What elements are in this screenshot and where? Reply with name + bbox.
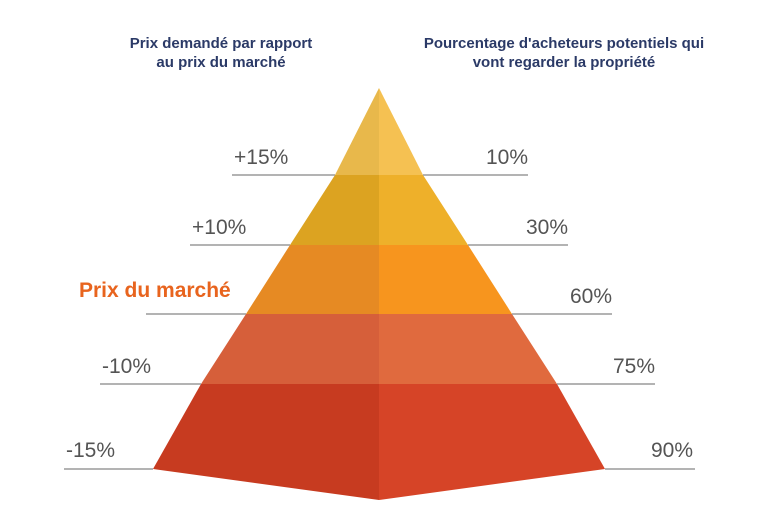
buyers-label-tier-3: 60% <box>570 285 612 308</box>
pyramid-tier-2-left <box>290 175 379 245</box>
right-column-header: Pourcentage d'acheteurs potentiels qui v… <box>423 35 705 71</box>
pyramid-tier-5-left <box>153 384 379 500</box>
buyers-label-tier-5: 90% <box>651 439 693 462</box>
price-label-tier-4: -10% <box>102 355 151 378</box>
pyramid-tier-2-right <box>379 175 468 245</box>
pyramid-tier-4-right <box>379 314 557 384</box>
pyramid-tier-3-right <box>379 245 512 314</box>
price-label-tier-2: +10% <box>192 216 246 239</box>
pyramid-tier-3-left <box>246 245 379 314</box>
price-label-tier-1: +15% <box>234 146 288 169</box>
pyramid-tier-1-right <box>379 88 423 175</box>
price-label-tier-5: -15% <box>66 439 115 462</box>
pyramid-tier-1-left <box>335 88 379 175</box>
buyers-label-tier-4: 75% <box>613 355 655 378</box>
buyers-label-tier-2: 30% <box>526 216 568 239</box>
left-column-header: Prix demandé par rapport au prix du marc… <box>129 35 313 71</box>
pyramid-tier-4-left <box>201 314 379 384</box>
buyers-label-tier-1: 10% <box>486 146 528 169</box>
pyramid-tier-5-right <box>379 384 605 500</box>
market-price-label: Prix du marché <box>79 279 231 302</box>
